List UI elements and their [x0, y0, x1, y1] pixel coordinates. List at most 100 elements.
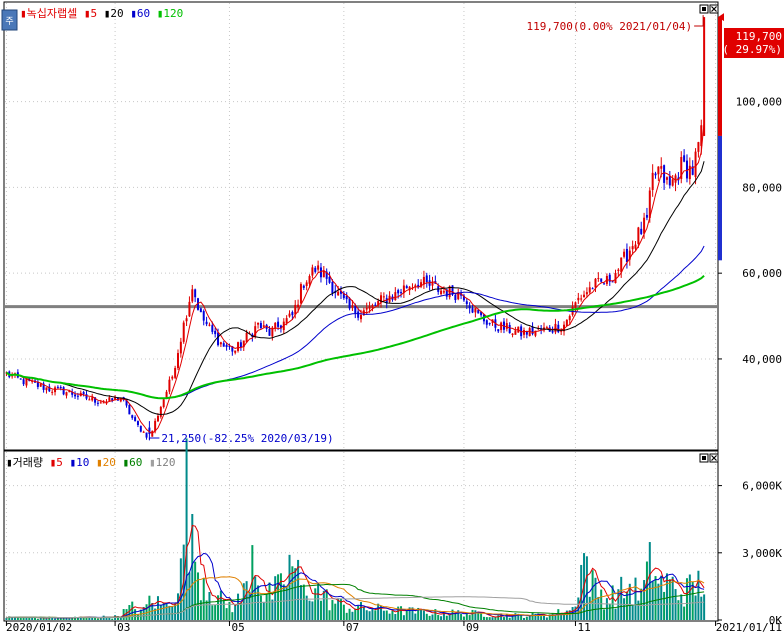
volume-bar	[362, 607, 365, 620]
volume-bar	[239, 602, 242, 620]
volume-bar	[359, 602, 363, 620]
candle	[257, 322, 260, 329]
volume-tick-label: 6,000K	[742, 480, 782, 493]
max-price-annotation: 119,700(0.00% 2021/01/04)	[527, 20, 693, 33]
volume-panel	[3, 450, 719, 622]
volume-bar	[454, 612, 457, 620]
candle	[65, 391, 68, 399]
candle	[680, 151, 683, 184]
volume-bar	[520, 614, 523, 620]
price-range-up-bar	[718, 17, 722, 136]
volume-bar	[425, 613, 428, 620]
candle	[422, 270, 425, 289]
volume-bar	[405, 610, 408, 620]
volume-bar	[191, 514, 194, 620]
candle	[274, 321, 277, 332]
candle	[640, 221, 643, 236]
volume-bar	[603, 609, 606, 620]
candle	[400, 288, 403, 298]
candle	[71, 388, 74, 398]
candle	[302, 284, 305, 291]
volume-bar	[525, 616, 528, 620]
volume-bar	[36, 618, 39, 620]
candle	[185, 315, 188, 327]
volume-bar	[74, 616, 77, 620]
volume-bar	[402, 615, 405, 620]
candle	[62, 386, 65, 396]
candle	[128, 403, 131, 415]
volume-bar	[623, 598, 626, 620]
volume-bar	[685, 578, 688, 620]
volume-bar	[56, 618, 59, 620]
volume-bar	[265, 593, 268, 620]
volume-bar	[345, 612, 348, 620]
candle	[620, 257, 623, 278]
volume-bar	[331, 600, 334, 620]
volume-bar	[577, 597, 580, 620]
volume-bar	[351, 611, 354, 620]
candle	[225, 342, 228, 351]
volume-bar	[85, 617, 88, 620]
volume-bar	[400, 606, 403, 620]
candle	[222, 341, 225, 347]
volume-bar	[251, 545, 254, 620]
volume-bar	[225, 608, 228, 620]
candle	[36, 380, 39, 390]
volume-bar	[45, 618, 48, 620]
volume-bar	[51, 617, 54, 620]
svg-text:▮거래량 ▮5 ▮10 ▮20 ▮60 ▮120: ▮거래량 ▮5 ▮10 ▮20 ▮60 ▮120	[6, 456, 175, 469]
volume-bar	[202, 578, 205, 620]
volume-bar	[8, 616, 11, 620]
volume-bar	[188, 572, 191, 620]
candle	[22, 377, 25, 386]
volume-bar	[128, 605, 131, 620]
candle	[454, 293, 457, 303]
candle	[202, 309, 205, 326]
volume-bar	[442, 612, 445, 620]
volume-bar	[671, 576, 674, 620]
volume-bar	[162, 602, 165, 620]
volume-bar	[308, 600, 311, 620]
candle	[342, 290, 345, 300]
candle	[371, 303, 374, 312]
volume-bar	[299, 585, 302, 620]
legend-swatch: ▮	[84, 7, 91, 20]
badge-box	[724, 28, 784, 58]
candle	[139, 425, 142, 433]
candle	[25, 377, 28, 388]
candle	[560, 328, 563, 336]
candle	[600, 278, 603, 283]
volume-bar	[205, 600, 208, 620]
legend-label: 10	[76, 456, 96, 469]
candle	[231, 345, 234, 356]
volume-bar	[451, 609, 454, 620]
badge-change: ( 29.97%)	[722, 43, 782, 56]
volume-bar	[417, 607, 420, 620]
candle	[197, 297, 200, 311]
volume-bar	[394, 614, 397, 620]
volume-bar	[245, 581, 248, 620]
candle	[663, 164, 666, 190]
volume-bar	[254, 576, 257, 620]
volume-bar	[697, 570, 700, 620]
volume-bar	[434, 609, 437, 620]
price-tick-label: 60,000	[742, 267, 782, 280]
candle	[557, 320, 560, 334]
volume-bar	[694, 595, 697, 620]
volume-bar	[125, 609, 128, 620]
volume-bar	[322, 590, 325, 620]
legend-swatch: ▮	[96, 456, 103, 469]
candle	[608, 272, 611, 286]
volume-bar	[551, 613, 554, 620]
volume-bar	[548, 614, 551, 620]
volume-bar	[288, 554, 291, 620]
volume-bar	[148, 595, 151, 620]
volume-bar	[48, 616, 51, 620]
candle	[239, 339, 242, 351]
panel-menu-icon[interactable]	[1, 9, 18, 31]
volume-bar	[654, 576, 657, 620]
volume-bar	[462, 616, 465, 620]
volume-bar	[11, 616, 14, 620]
volume-bar	[311, 601, 314, 620]
